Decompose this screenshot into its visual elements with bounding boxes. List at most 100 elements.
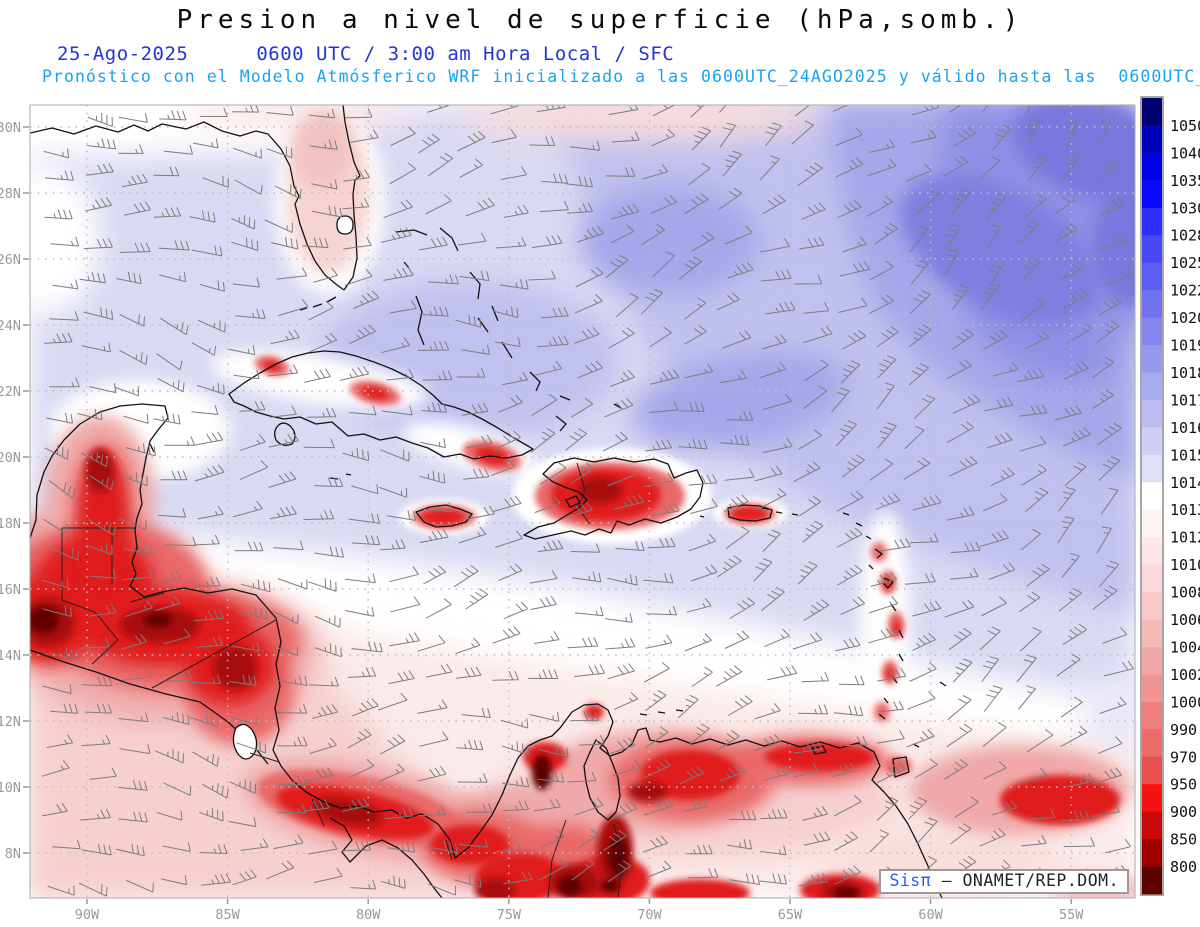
colorbar-segment	[1142, 510, 1162, 538]
colorbar-label: 1019	[1170, 337, 1200, 355]
colorbar-label: 950	[1170, 776, 1197, 794]
colorbar-label: 900	[1170, 803, 1197, 821]
colorbar-segment	[1142, 318, 1162, 346]
colorbar-label: 1004	[1170, 638, 1200, 656]
colorbar-segment	[1142, 235, 1162, 263]
pressure-region	[874, 702, 890, 722]
lat-axis-label: 10N	[0, 780, 21, 796]
colorbar-label: 800	[1170, 858, 1197, 876]
lat-axis-label: 18N	[0, 516, 21, 532]
colorbar-label: 1014	[1170, 474, 1200, 492]
colorbar-label: 1030	[1170, 199, 1200, 217]
colorbar-segment	[1142, 208, 1162, 236]
lon-axis-label: 60W	[918, 907, 943, 923]
lon-axis-label: 55W	[1059, 907, 1084, 923]
colorbar-label: 1002	[1170, 666, 1200, 684]
lat-axis-label: 28N	[0, 186, 21, 202]
colorbar-segment	[1142, 565, 1162, 593]
colorbar-segment	[1142, 702, 1162, 730]
lon-axis-label: 90W	[75, 907, 100, 923]
colorbar-segment	[1142, 729, 1162, 757]
colorbar-label: 1040	[1170, 144, 1200, 162]
colorbar-label: 1008	[1170, 584, 1200, 602]
colorbar-label: 990	[1170, 721, 1197, 739]
colorbar-segment	[1142, 98, 1162, 126]
lon-axis-label: 65W	[778, 907, 803, 923]
lat-axis-label: 30N	[0, 120, 21, 136]
colorbar-label: 1028	[1170, 227, 1200, 245]
colorbar-segment	[1142, 620, 1162, 648]
colorbar-label: 970	[1170, 748, 1197, 766]
lon-axis-label: 70W	[637, 907, 662, 923]
colorbar-label: 1018	[1170, 364, 1200, 382]
colorbar-label: 1035	[1170, 172, 1200, 190]
colorbar-label: 1006	[1170, 611, 1200, 629]
lake-okeechobee	[337, 216, 353, 234]
colorbar-segment	[1142, 263, 1162, 291]
colorbar-label: 1050	[1170, 117, 1200, 135]
colorbar-segment	[1142, 757, 1162, 785]
colorbar-segment	[1142, 372, 1162, 400]
colorbar-segment	[1142, 345, 1162, 373]
weather-chart-page: { "header": { "title": "Presion a nivel …	[0, 0, 1200, 927]
pressure-region	[558, 876, 582, 896]
colorbar: 1050 1040 1035 1030 1028 1025 1022 1020 1019 1018…	[1141, 97, 1200, 895]
colorbar-segment	[1142, 867, 1162, 895]
pressure-region	[580, 185, 760, 295]
lat-axis-label: 22N	[0, 384, 21, 400]
lat-axis-label: 16N	[0, 582, 21, 598]
pressure-region	[600, 879, 620, 893]
colorbar-segment	[1142, 482, 1162, 510]
colorbar-segment	[1142, 812, 1162, 840]
lat-axis-label: 12N	[0, 714, 21, 730]
colorbar-label: 1022	[1170, 282, 1200, 300]
lat-axis-label: 24N	[0, 318, 21, 334]
lon-axis-label: 75W	[497, 907, 522, 923]
lon-axis-label: 80W	[356, 907, 381, 923]
lat-axis-label: 8N	[5, 846, 21, 862]
watermark: Sisπ – ONAMET/REP.DOM.	[879, 869, 1129, 894]
colorbar-label: 1015	[1170, 446, 1200, 464]
lat-axis-label: 26N	[0, 252, 21, 268]
colorbar-segment	[1142, 400, 1162, 428]
lat-axis-label: 20N	[0, 450, 21, 466]
colorbar-label: 1016	[1170, 419, 1200, 437]
pressure-region	[532, 754, 552, 790]
colorbar-segment	[1142, 592, 1162, 620]
colorbar-label: 1013	[1170, 501, 1200, 519]
colorbar-label: 1012	[1170, 529, 1200, 547]
colorbar-segment	[1142, 784, 1162, 812]
colorbar-segment	[1142, 839, 1162, 867]
pressure-region	[292, 112, 352, 188]
map-container: 30N 28N 26N 24N 22N 20N 18N 16N 14N 12N 10N 8N 90W 85…	[0, 0, 1200, 927]
colorbar-segment	[1142, 290, 1162, 318]
colorbar-label: 1010	[1170, 556, 1200, 574]
pressure-region	[834, 887, 858, 899]
pressure-region	[421, 509, 465, 525]
colorbar-segment	[1142, 674, 1162, 702]
colorbar-segment	[1142, 537, 1162, 565]
pressure-region	[29, 607, 59, 633]
pressure-region	[650, 879, 750, 907]
pressure-shading-layer	[0, 78, 1191, 907]
watermark-source: – ONAMET/REP.DOM.	[931, 871, 1119, 890]
pressure-region	[144, 613, 172, 627]
lon-axis-label: 85W	[215, 907, 240, 923]
colorbar-segment	[1142, 647, 1162, 675]
colorbar-label: 1000	[1170, 693, 1200, 711]
colorbar-label: 850	[1170, 831, 1197, 849]
pressure-map-svg: 30N 28N 26N 24N 22N 20N 18N 16N 14N 12N 10N 8N 90W 85…	[0, 0, 1200, 927]
lat-axis-label: 14N	[0, 648, 21, 664]
colorbar-segment	[1142, 125, 1162, 153]
colorbar-segment	[1142, 153, 1162, 181]
colorbar-label: 1025	[1170, 254, 1200, 272]
watermark-system: Sisπ	[889, 871, 931, 890]
colorbar-segment	[1142, 455, 1162, 483]
colorbar-label: 1020	[1170, 309, 1200, 327]
colorbar-segment	[1142, 180, 1162, 208]
colorbar-label: 1017	[1170, 391, 1200, 409]
pressure-region	[1000, 775, 1120, 825]
colorbar-segment	[1142, 427, 1162, 455]
pressure-region	[628, 782, 668, 802]
pressure-region	[86, 448, 114, 492]
